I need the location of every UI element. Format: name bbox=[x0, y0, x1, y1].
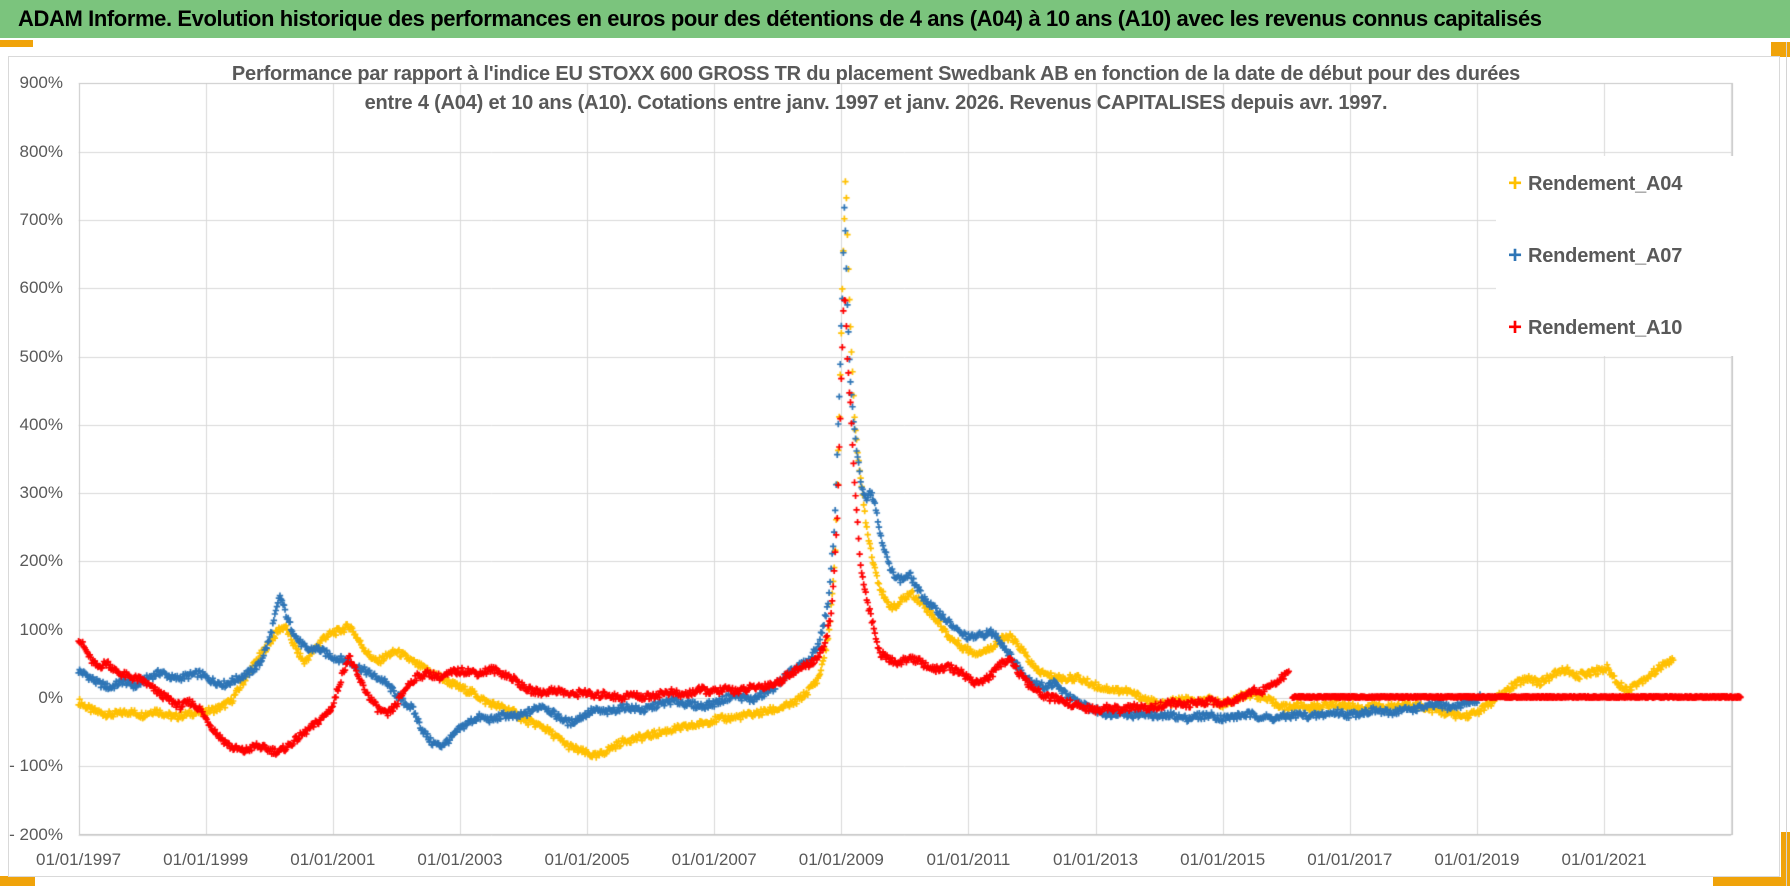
legend-label: Rendement_A07 bbox=[1528, 244, 1683, 267]
x-tick-label: 01/01/1997 bbox=[36, 850, 122, 869]
plus-marker-icon: + bbox=[1508, 170, 1523, 197]
x-tick-label: 01/01/2021 bbox=[1561, 850, 1647, 869]
y-tick-label: 100% bbox=[19, 619, 63, 639]
x-tick-label: 01/01/2009 bbox=[798, 850, 884, 869]
y-tick-label: 900% bbox=[19, 73, 63, 93]
y-tick-label: - 200% bbox=[9, 824, 63, 844]
x-tick-label: 01/01/2017 bbox=[1307, 850, 1393, 869]
y-tick-label: 400% bbox=[19, 414, 63, 434]
y-tick-label: 300% bbox=[19, 483, 63, 503]
legend-item-rendement_a10: + Rendement_A10 bbox=[1496, 308, 1754, 348]
y-tick-label: 0% bbox=[38, 688, 63, 707]
chart-title-line2: entre 4 (A04) et 10 ans (A10). Cotations… bbox=[364, 92, 1388, 114]
x-tick-label: 01/01/2007 bbox=[671, 850, 757, 869]
y-tick-label: 700% bbox=[19, 209, 63, 229]
x-tick-label: 01/01/2003 bbox=[417, 850, 503, 869]
legend-label: Rendement_A04 bbox=[1528, 172, 1683, 195]
legend-item-rendement_a07: + Rendement_A07 bbox=[1496, 236, 1754, 276]
x-tick-label: 01/01/2019 bbox=[1434, 850, 1520, 869]
x-tick-label: 01/01/1999 bbox=[163, 850, 249, 869]
y-tick-label: 200% bbox=[19, 551, 63, 571]
chart-title-line1: Performance par rapport à l'indice EU ST… bbox=[231, 63, 1521, 85]
legend-item-rendement_a04: + Rendement_A04 bbox=[1496, 164, 1754, 204]
y-tick-label: 600% bbox=[19, 278, 63, 298]
x-tick-label: 01/01/2005 bbox=[544, 850, 630, 869]
x-tick-label: 01/01/2013 bbox=[1053, 850, 1139, 869]
plus-marker-icon: + bbox=[1508, 314, 1523, 341]
plus-marker-icon: + bbox=[1508, 242, 1523, 269]
y-tick-label: 500% bbox=[19, 346, 63, 366]
legend-label: Rendement_A10 bbox=[1528, 316, 1683, 339]
chart-title: Performance par rapport à l'indice EU ST… bbox=[120, 60, 1632, 118]
x-tick-label: 01/01/2015 bbox=[1180, 850, 1266, 869]
x-tick-label: 01/01/2011 bbox=[926, 850, 1011, 869]
y-tick-label: 800% bbox=[19, 141, 63, 161]
chart-legend: + Rendement_A04 + Rendement_A07 + Rendement_A… bbox=[1496, 156, 1754, 356]
y-tick-label: - 100% bbox=[9, 756, 63, 776]
x-tick-label: 01/01/2001 bbox=[290, 850, 376, 869]
